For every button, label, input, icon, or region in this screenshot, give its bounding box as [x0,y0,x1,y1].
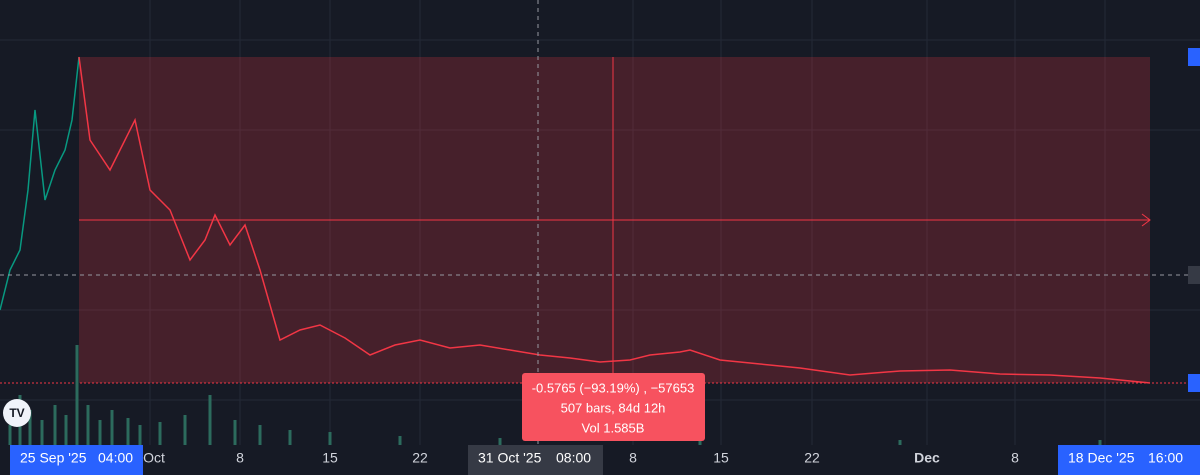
x-tick-label: Oct [143,450,165,466]
range-start-box [10,445,143,475]
crosshair-time-box [468,445,603,475]
range-end-time: 16:00 [1148,450,1183,466]
measure-change: -0.5765 (−93.19%) , −57653 [532,380,695,395]
measure-arrow [1141,213,1151,227]
measure-bars: 507 bars, 84d 12h [561,400,666,415]
range-start-date: 25 Sep '25 [20,450,87,466]
crosshair-price-marker [1188,266,1200,284]
x-tick-label: Dec [914,450,940,466]
range-end-date: 18 Dec '25 [1068,450,1135,466]
logo[interactable] [3,399,31,427]
crosshair-time: 08:00 [556,450,591,466]
x-tick-label: 8 [1011,450,1019,466]
x-tick-label: 22 [412,450,428,466]
range-end-box [1058,445,1200,475]
measure-tooltip [522,373,705,441]
x-tick-label: 8 [629,450,637,466]
x-tick-label: 8 [236,450,244,466]
price-marker-bottom [1188,374,1200,392]
price-trace-up [0,56,80,311]
x-tick-label: 15 [322,450,338,466]
x-tick-label: 22 [804,450,820,466]
x-tick-label: 15 [713,450,729,466]
crosshair-date: 31 Oct '25 [478,450,542,466]
logo-mark: TV [9,406,24,420]
measure-volume: Vol 1.585B [582,420,645,435]
price-marker-top [1188,48,1200,66]
price-trace-down [78,56,1151,384]
range-start-time: 04:00 [98,450,133,466]
